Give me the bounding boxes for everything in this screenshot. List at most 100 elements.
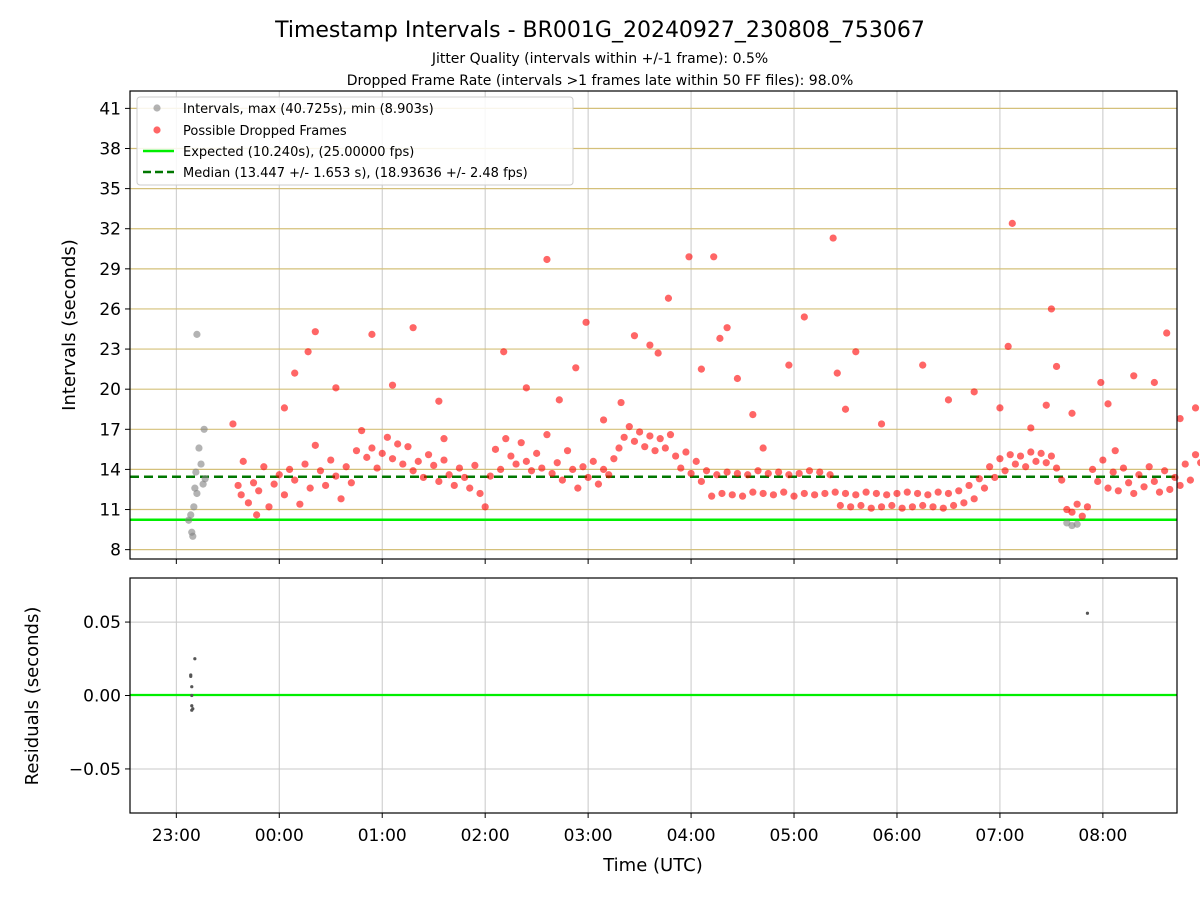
- dropped-frame-point: [471, 461, 479, 469]
- dropped-frame-point: [466, 484, 474, 492]
- dropped-frame-point: [1001, 467, 1009, 475]
- interval-point: [193, 330, 201, 338]
- dropped-frame-point: [399, 460, 407, 468]
- residual-point: [190, 693, 194, 698]
- dropped-frame-point: [1104, 400, 1112, 408]
- dropped-frame-point: [1197, 459, 1200, 467]
- dropped-frame-point: [1155, 488, 1164, 496]
- dropped-frame-point: [543, 431, 551, 439]
- dropped-frame-point: [702, 467, 711, 475]
- dropped-frame-point: [980, 484, 989, 492]
- legend-dropped-label: Possible Dropped Frames: [183, 124, 347, 139]
- dropped-frame-point: [615, 444, 623, 452]
- dropped-frame-point: [239, 457, 247, 465]
- dropped-frame-point: [512, 460, 520, 468]
- dropped-frame-point: [780, 488, 788, 496]
- dropped-frame-point: [1130, 372, 1138, 380]
- dropped-frame-point: [1176, 481, 1184, 490]
- dropped-frame-point: [1140, 483, 1148, 491]
- dropped-frame-point: [1042, 459, 1050, 467]
- intervals-y-tick-label: 38: [99, 139, 121, 159]
- intervals-y-tick-label: 11: [99, 501, 121, 521]
- interval-point: [187, 511, 195, 519]
- dropped-frame-point: [970, 388, 978, 396]
- dropped-frame-point: [234, 481, 242, 490]
- dropped-frame-point: [285, 465, 294, 474]
- dropped-frame-point: [744, 471, 752, 479]
- dropped-frame-point: [944, 489, 953, 498]
- dropped-frame-point: [589, 457, 597, 465]
- dropped-frame-point: [929, 503, 937, 511]
- dropped-frame-point: [1099, 456, 1107, 464]
- dropped-frame-point: [558, 476, 566, 484]
- dropped-frame-point: [944, 396, 953, 404]
- dropped-frame-point: [538, 464, 546, 472]
- dropped-frame-point: [883, 491, 891, 499]
- dropped-frame-point: [579, 463, 587, 471]
- dropped-frame-point: [342, 463, 350, 471]
- dropped-frame-points: [229, 219, 1200, 520]
- dropped-frame-point: [800, 489, 808, 498]
- dropped-frame-point: [394, 440, 402, 448]
- dropped-frame-point: [877, 420, 886, 428]
- dropped-frame-point: [368, 330, 376, 338]
- dropped-frame-point: [584, 473, 592, 482]
- dropped-frame-point: [1111, 447, 1119, 455]
- interval-point: [200, 425, 208, 433]
- dropped-frame-point: [1078, 512, 1086, 520]
- dropped-frame-point: [826, 471, 834, 479]
- dropped-frame-point: [332, 384, 340, 392]
- dropped-frame-point: [1052, 362, 1061, 371]
- dropped-frame-point: [785, 361, 793, 369]
- dropped-frame-point: [805, 467, 814, 475]
- dropped-frame-point: [677, 464, 685, 472]
- dropped-frame-point: [582, 318, 590, 326]
- residual-point: [1085, 611, 1090, 615]
- dropped-frame-point: [548, 469, 556, 478]
- dropped-frame-point: [404, 443, 412, 451]
- dropped-frame-point: [388, 381, 397, 389]
- dropped-frame-point: [949, 501, 958, 510]
- dropped-frame-point: [965, 481, 973, 490]
- dropped-frame-point: [1104, 484, 1112, 492]
- dropped-frame-point: [572, 364, 580, 372]
- dropped-frame-point: [811, 491, 819, 499]
- dropped-frame-point: [924, 491, 932, 499]
- time-x-tick-label: 05:00: [770, 826, 819, 846]
- residuals-y-tick-label: −0.05: [69, 760, 121, 780]
- dropped-frame-point: [507, 452, 515, 460]
- residuals-y-tick-label: 0.00: [83, 687, 121, 707]
- dropped-frame-point: [435, 477, 443, 486]
- dropped-frame-point: [903, 488, 911, 496]
- dropped-frame-point: [857, 501, 865, 510]
- dropped-frame-point: [291, 369, 299, 377]
- dropped-frame-point: [543, 255, 551, 264]
- dropped-frame-point: [522, 384, 530, 392]
- dropped-frame-point: [764, 469, 772, 478]
- dropped-frame-point: [617, 398, 625, 407]
- dropped-frame-point: [291, 476, 299, 484]
- dropped-frame-point: [692, 457, 700, 465]
- interval-point: [195, 444, 203, 452]
- dropped-frame-point: [522, 457, 530, 465]
- dropped-frame-point: [666, 431, 675, 439]
- dropped-frame-point: [1186, 476, 1194, 484]
- legend-intervals-marker: [153, 104, 161, 112]
- dropped-frame-point: [708, 492, 716, 500]
- reference-lines: [130, 475, 1177, 521]
- dropped-frame-point: [795, 469, 803, 478]
- dropped-frame-point: [610, 455, 618, 463]
- dropped-frame-point: [991, 473, 999, 482]
- intervals-y-tick-label: 14: [99, 460, 121, 480]
- intervals-y-tick-label: 23: [99, 340, 121, 360]
- dropped-frame-point: [1135, 471, 1143, 479]
- dropped-frame-point: [1047, 305, 1056, 313]
- intervals-y-ticks: 8 11 14 17 20 23 26 29 32 35 38 41: [99, 99, 130, 561]
- dropped-frame-point: [636, 428, 644, 436]
- dropped-frame-point: [718, 489, 726, 498]
- dropped-frame-point: [352, 447, 361, 455]
- dropped-frame-point: [1016, 452, 1025, 460]
- dropped-frame-point: [311, 328, 319, 336]
- dropped-frame-point: [229, 420, 237, 428]
